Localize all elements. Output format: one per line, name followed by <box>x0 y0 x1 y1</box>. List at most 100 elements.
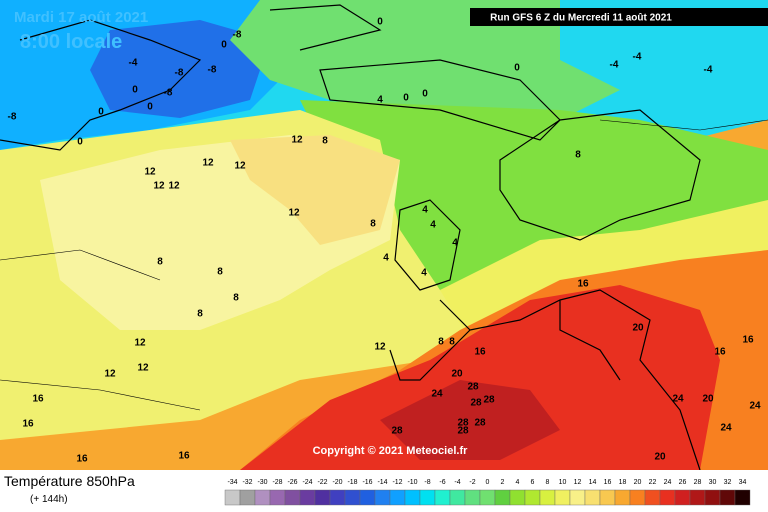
contour-label: 4 <box>383 253 389 264</box>
scale-label: -4 <box>454 479 460 486</box>
scale-swatch <box>599 489 616 506</box>
color-scale: -34 -32 -30 -28 -26 -24 -22 -20 -18 -16 -14 -12 -10-… <box>224 479 751 506</box>
contour-label: 28 <box>457 426 469 437</box>
contour-label: 0 <box>98 107 104 118</box>
scale-label: 28 <box>694 479 702 486</box>
contour-label: 8 <box>370 219 376 230</box>
hot-zone <box>240 285 720 470</box>
scale-label: 32 <box>724 479 732 486</box>
scale-swatch <box>449 489 466 506</box>
scale-swatch <box>629 489 646 506</box>
copyright: Copyright © 2021 Meteociel.fr <box>313 445 469 457</box>
contour-label: 8 <box>322 136 328 147</box>
contour-label: 8 <box>438 337 444 348</box>
scale-swatch <box>389 489 406 506</box>
scale-swatch <box>269 489 286 506</box>
contour-label: 12 <box>134 338 146 349</box>
contour-label: 0 <box>422 89 428 100</box>
contour-label: 4 <box>422 205 428 216</box>
scale-swatch <box>464 489 481 506</box>
coastline <box>0 4 701 471</box>
contour-label: 8 <box>449 337 455 348</box>
cold-core <box>90 20 270 118</box>
scale-label: 6 <box>531 479 535 486</box>
contour-label: 12 <box>374 342 386 353</box>
scale-swatch <box>524 489 541 506</box>
scale-label: -14 <box>377 479 387 486</box>
contour-label: -4 <box>704 65 713 76</box>
scale-label: 10 <box>559 479 567 486</box>
contour-label: 12 <box>104 369 116 380</box>
time: 8:00 locale <box>20 31 122 53</box>
run: Run GFS 6 Z du Mercredi 11 août 2021 <box>490 13 672 24</box>
scale-swatch <box>419 489 436 506</box>
contour-label: 4 <box>377 95 383 106</box>
contour-label: 16 <box>742 335 754 346</box>
scale-label: -2 <box>469 479 475 486</box>
scale-swatch <box>689 489 706 506</box>
contour-label: 12 <box>144 167 156 178</box>
contour-label: 16 <box>22 419 34 430</box>
contour-label: 20 <box>702 394 714 405</box>
scale-label: -34 <box>227 479 237 486</box>
contour-label: 12 <box>234 161 246 172</box>
contour-label: 8 <box>217 267 223 278</box>
scale-label: -28 <box>272 479 282 486</box>
contour-label: 0 <box>132 85 138 96</box>
scale-swatch <box>254 489 271 506</box>
scale-swatch <box>239 489 256 506</box>
scale-label: 26 <box>679 479 687 486</box>
contour-label: 8 <box>575 150 581 161</box>
scale-swatch <box>224 489 241 506</box>
contour-label: 0 <box>77 137 83 148</box>
scale-swatch <box>719 489 736 506</box>
date: Mardi 17 août 2021 <box>14 9 148 26</box>
scale-swatch <box>509 489 526 506</box>
contour-label: 8 <box>157 257 163 268</box>
contour-line <box>0 119 768 411</box>
mild-core <box>230 135 400 245</box>
contour-label: 4 <box>452 238 458 249</box>
scale-swatch <box>434 489 451 506</box>
contour-label: 12 <box>288 208 300 219</box>
contour-label: 0 <box>514 63 520 74</box>
contour-label: 16 <box>474 347 486 358</box>
scale-swatch <box>374 489 391 506</box>
contour-label: 12 <box>168 181 180 192</box>
scale-label: 4 <box>516 479 520 486</box>
scale-swatch <box>344 489 361 506</box>
scale-swatch <box>614 489 631 506</box>
run-box <box>470 8 768 26</box>
contour-label: 0 <box>377 17 383 28</box>
contour-label: 28 <box>467 382 479 393</box>
scale-label: -6 <box>439 479 445 486</box>
scale-label: 14 <box>589 479 597 486</box>
contour-label: 24 <box>431 389 443 400</box>
scale-swatch <box>404 489 421 506</box>
scale-label: 0 <box>486 479 490 486</box>
contour-label: 28 <box>474 418 486 429</box>
contour-label: 28 <box>483 395 495 406</box>
contour-label: 28 <box>457 418 469 429</box>
contour-label: -8 <box>233 30 242 41</box>
contour-label: 12 <box>137 363 149 374</box>
contour-label: 28 <box>470 398 482 409</box>
scale-label: 20 <box>634 479 642 486</box>
contour-label: 8 <box>197 309 203 320</box>
scale-label: 2 <box>501 479 505 486</box>
lead-time: (+ 144h) <box>30 494 68 505</box>
scale-label: -32 <box>242 479 252 486</box>
scale-swatch <box>284 489 301 506</box>
contour-label: 4 <box>421 268 427 279</box>
contour-label: 0 <box>221 40 227 51</box>
scale-label: 18 <box>619 479 627 486</box>
scale-swatch <box>329 489 346 506</box>
contour-label: 8 <box>233 293 239 304</box>
scale-swatch <box>704 489 721 506</box>
contour-label: 20 <box>632 323 644 334</box>
scale-swatch <box>494 489 511 506</box>
scale-swatch <box>314 489 331 506</box>
scale-swatch <box>674 489 691 506</box>
scale-swatch <box>479 489 496 506</box>
